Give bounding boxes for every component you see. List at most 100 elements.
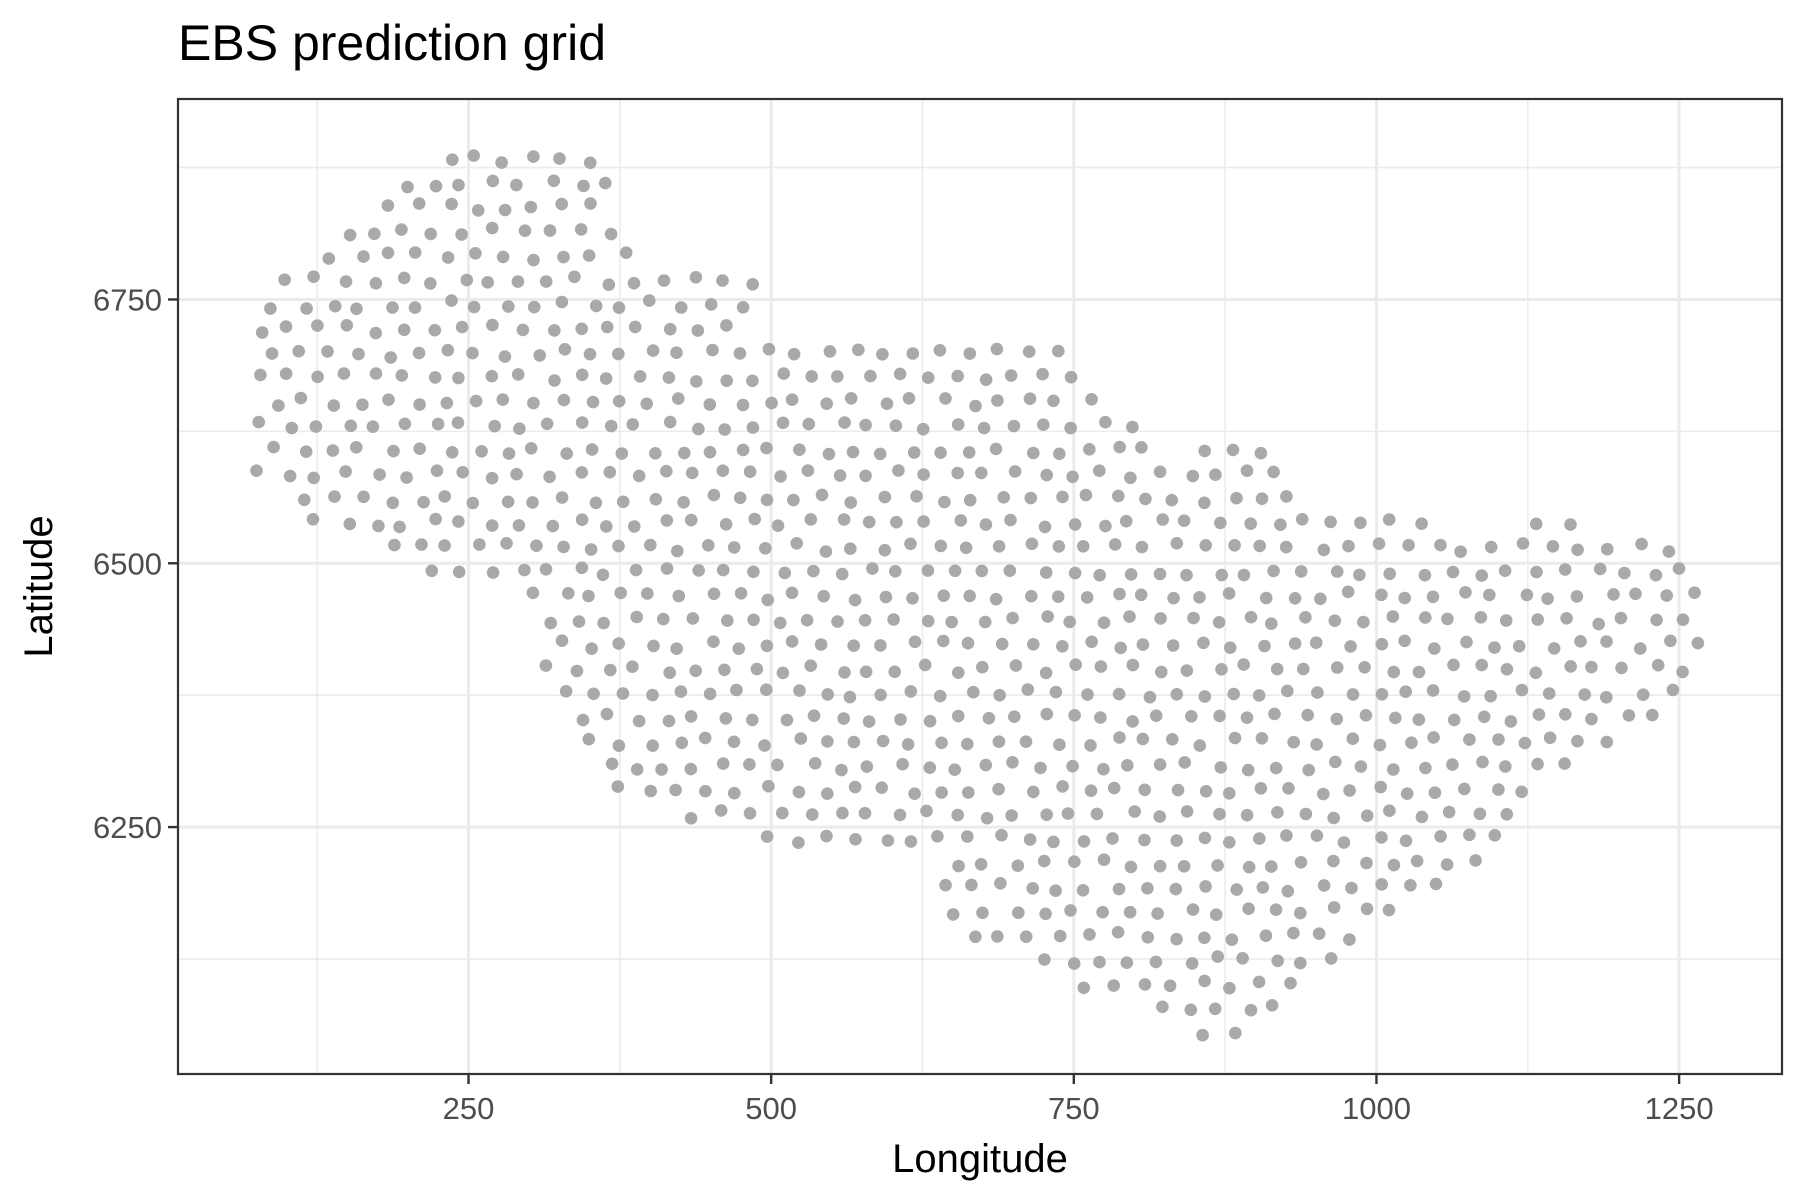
data-point (395, 223, 408, 236)
data-point (876, 734, 890, 748)
data-point (730, 683, 743, 697)
data-point (583, 347, 597, 361)
data-point (1027, 785, 1040, 799)
data-point (844, 496, 857, 509)
data-point (962, 446, 976, 459)
data-point (1265, 617, 1278, 630)
data-point (1230, 883, 1243, 896)
data-point (357, 250, 370, 263)
data-point (558, 343, 572, 356)
data-point (952, 709, 965, 723)
data-point (1084, 739, 1097, 752)
data-point (1359, 709, 1373, 722)
data-point (1578, 688, 1591, 701)
data-point (475, 445, 488, 458)
data-point (555, 491, 569, 504)
data-point (1023, 392, 1037, 406)
data-point (1383, 804, 1396, 817)
data-point (1094, 660, 1108, 673)
data-point (1076, 540, 1090, 553)
data-point (1429, 877, 1443, 891)
data-point (1079, 488, 1093, 502)
data-point (921, 371, 935, 385)
data-point (1006, 611, 1019, 625)
data-point (1447, 658, 1460, 672)
data-point (1341, 585, 1355, 599)
data-point (1309, 636, 1323, 649)
data-point (1121, 759, 1134, 772)
data-point (787, 347, 801, 361)
data-point (1097, 762, 1110, 776)
data-point (677, 496, 690, 509)
data-point (951, 808, 964, 822)
data-point (1484, 689, 1497, 703)
data-point (844, 542, 857, 555)
data-point (518, 563, 531, 577)
data-point (773, 616, 787, 630)
data-point (1244, 610, 1258, 624)
data-point (852, 343, 865, 357)
data-point (1327, 854, 1340, 868)
data-point (429, 512, 442, 526)
data-point (1476, 755, 1489, 769)
data-point (600, 707, 614, 721)
data-point (1225, 933, 1239, 946)
data-point (412, 197, 426, 210)
data-point (440, 396, 454, 410)
data-point (692, 422, 705, 436)
data-point (438, 539, 451, 552)
data-point (1265, 999, 1279, 1012)
data-point (1165, 493, 1179, 507)
data-point (1564, 518, 1577, 531)
data-point (1330, 712, 1344, 726)
data-point (466, 346, 479, 360)
data-point (1574, 635, 1587, 648)
data-point (684, 710, 698, 723)
data-point (1126, 420, 1139, 434)
data-point (1327, 901, 1341, 914)
data-point (1180, 568, 1193, 582)
data-point (1053, 447, 1066, 461)
data-point (646, 688, 659, 702)
data-point (893, 808, 907, 822)
data-point (1187, 611, 1200, 625)
x-tick-label: 1250 (1645, 1091, 1714, 1126)
data-point (1386, 610, 1400, 623)
data-point (543, 224, 557, 237)
data-point (933, 689, 947, 703)
data-point (720, 319, 733, 332)
data-point (326, 444, 340, 457)
data-point (469, 394, 483, 408)
data-point (524, 200, 538, 214)
data-point (965, 878, 978, 892)
y-tick-label: 6750 (93, 282, 162, 317)
data-point (1141, 882, 1154, 895)
data-point (1460, 635, 1473, 649)
data-point (512, 519, 526, 532)
data-point (906, 592, 919, 605)
data-point (1034, 761, 1047, 775)
plot-panel (176, 97, 1784, 1076)
data-point (1126, 658, 1140, 672)
data-point (1512, 639, 1526, 653)
data-point (1177, 860, 1191, 873)
data-point (733, 491, 747, 505)
data-point (790, 537, 803, 550)
data-point (1170, 688, 1184, 701)
data-point (438, 490, 452, 503)
data-point (1113, 440, 1126, 454)
data-point (896, 757, 909, 771)
data-point (669, 783, 682, 797)
data-point (502, 447, 516, 460)
data-point (1009, 659, 1023, 672)
data-point (967, 685, 980, 699)
data-point (1399, 685, 1412, 698)
data-point (339, 465, 352, 478)
data-point (384, 351, 398, 364)
data-point (859, 665, 873, 679)
data-point (473, 538, 486, 551)
data-point (460, 273, 474, 287)
data-point (674, 685, 688, 698)
data-point (1052, 344, 1065, 358)
data-point (921, 614, 935, 628)
